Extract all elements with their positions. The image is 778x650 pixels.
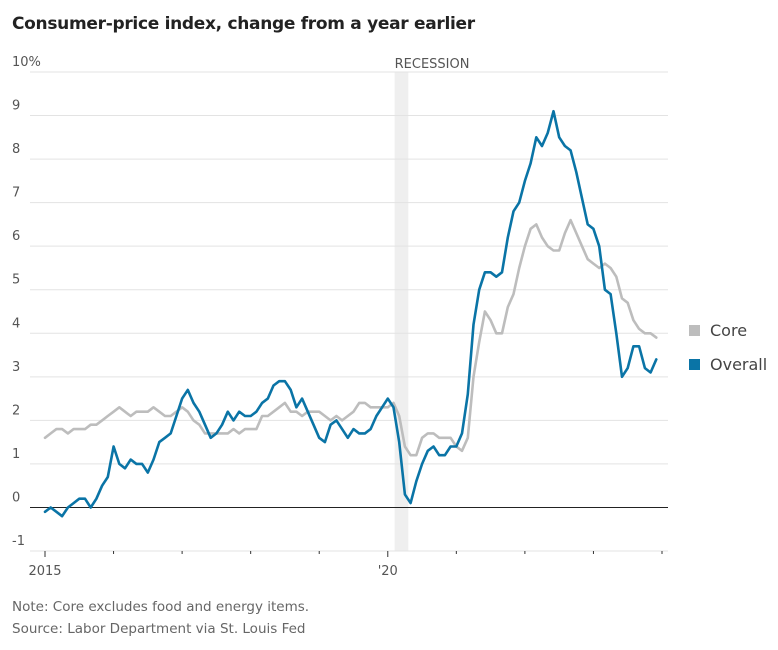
y-tick-label: 8 <box>12 142 20 157</box>
chart-title: Consumer-price index, change from a year… <box>12 14 475 34</box>
x-tick-label: '20 <box>378 564 398 579</box>
series-line-overall <box>43 109 658 518</box>
y-tick-label: 6 <box>12 229 20 244</box>
legend-swatch-overall <box>689 359 700 370</box>
x-tick-label: 2015 <box>28 564 61 579</box>
recession-band <box>394 72 409 551</box>
y-tick-label: 9 <box>12 99 20 114</box>
note-text: Note: Core excludes food and energy item… <box>12 599 310 615</box>
y-tick-label: 3 <box>12 360 20 375</box>
y-tick-label: 0 <box>12 490 20 505</box>
y-tick-label: -1 <box>12 534 25 549</box>
series-line-core <box>43 218 658 457</box>
legend-swatch-core <box>689 325 700 336</box>
source-text: Source: Labor Department via St. Louis F… <box>12 621 306 637</box>
recession-label: RECESSION <box>395 57 470 72</box>
y-tick-label: 1 <box>12 447 20 462</box>
y-tick-label: 10% <box>12 55 41 70</box>
y-tick-label: 4 <box>12 316 20 331</box>
chart-notes: Note: Core excludes food and energy item… <box>12 596 309 640</box>
y-tick-label: 7 <box>12 186 20 201</box>
legend-label-core: Core <box>710 321 747 340</box>
y-tick-label: 5 <box>12 273 20 288</box>
legend-label-overall: Overall <box>710 355 767 374</box>
y-tick-label: 2 <box>12 403 20 418</box>
